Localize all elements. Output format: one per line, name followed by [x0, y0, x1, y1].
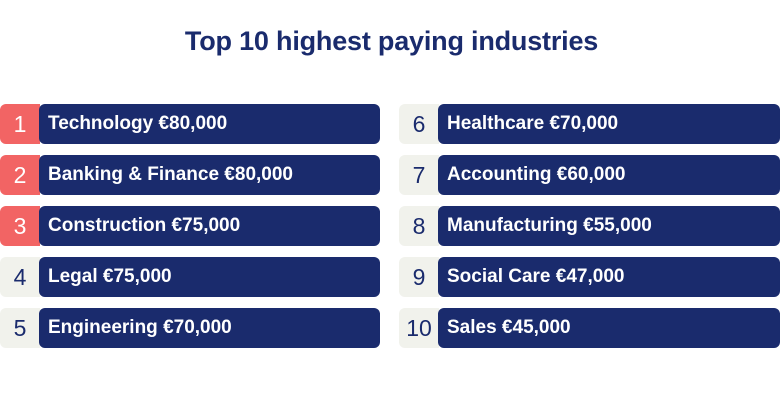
rank-badge: 3 — [0, 206, 40, 246]
list-item: 2 Banking & Finance €80,000 — [0, 155, 380, 195]
list-item: 8 Manufacturing €55,000 — [399, 206, 780, 246]
rank-badge: 10 — [399, 308, 439, 348]
rank-badge: 5 — [0, 308, 40, 348]
rank-badge: 6 — [399, 104, 439, 144]
list-item: 7 Accounting €60,000 — [399, 155, 780, 195]
rank-badge: 9 — [399, 257, 439, 297]
list-item: 6 Healthcare €70,000 — [399, 104, 780, 144]
list-item: 5 Engineering €70,000 — [0, 308, 380, 348]
rank-badge: 7 — [399, 155, 439, 195]
industry-label: Construction €75,000 — [39, 206, 380, 246]
industry-list-right: 6 Healthcare €70,000 7 Accounting €60,00… — [399, 104, 780, 359]
industry-label: Technology €80,000 — [39, 104, 380, 144]
industry-label: Engineering €70,000 — [39, 308, 380, 348]
list-item: 3 Construction €75,000 — [0, 206, 380, 246]
page-title: Top 10 highest paying industries — [184, 26, 599, 56]
rank-badge: 1 — [0, 104, 40, 144]
rank-badge: 4 — [0, 257, 40, 297]
industry-label: Social Care €47,000 — [438, 257, 780, 297]
industry-label: Banking & Finance €80,000 — [39, 155, 380, 195]
list-item: 1 Technology €80,000 — [0, 104, 380, 144]
list-item: 9 Social Care €47,000 — [399, 257, 780, 297]
rank-badge: 8 — [399, 206, 439, 246]
industry-label: Accounting €60,000 — [438, 155, 780, 195]
list-item: 4 Legal €75,000 — [0, 257, 380, 297]
industry-label: Healthcare €70,000 — [438, 104, 780, 144]
list-item: 10 Sales €45,000 — [399, 308, 780, 348]
industry-label: Manufacturing €55,000 — [438, 206, 780, 246]
rank-badge: 2 — [0, 155, 40, 195]
industry-label: Sales €45,000 — [438, 308, 780, 348]
industry-list-left: 1 Technology €80,000 2 Banking & Finance… — [0, 104, 380, 359]
industry-label: Legal €75,000 — [39, 257, 380, 297]
